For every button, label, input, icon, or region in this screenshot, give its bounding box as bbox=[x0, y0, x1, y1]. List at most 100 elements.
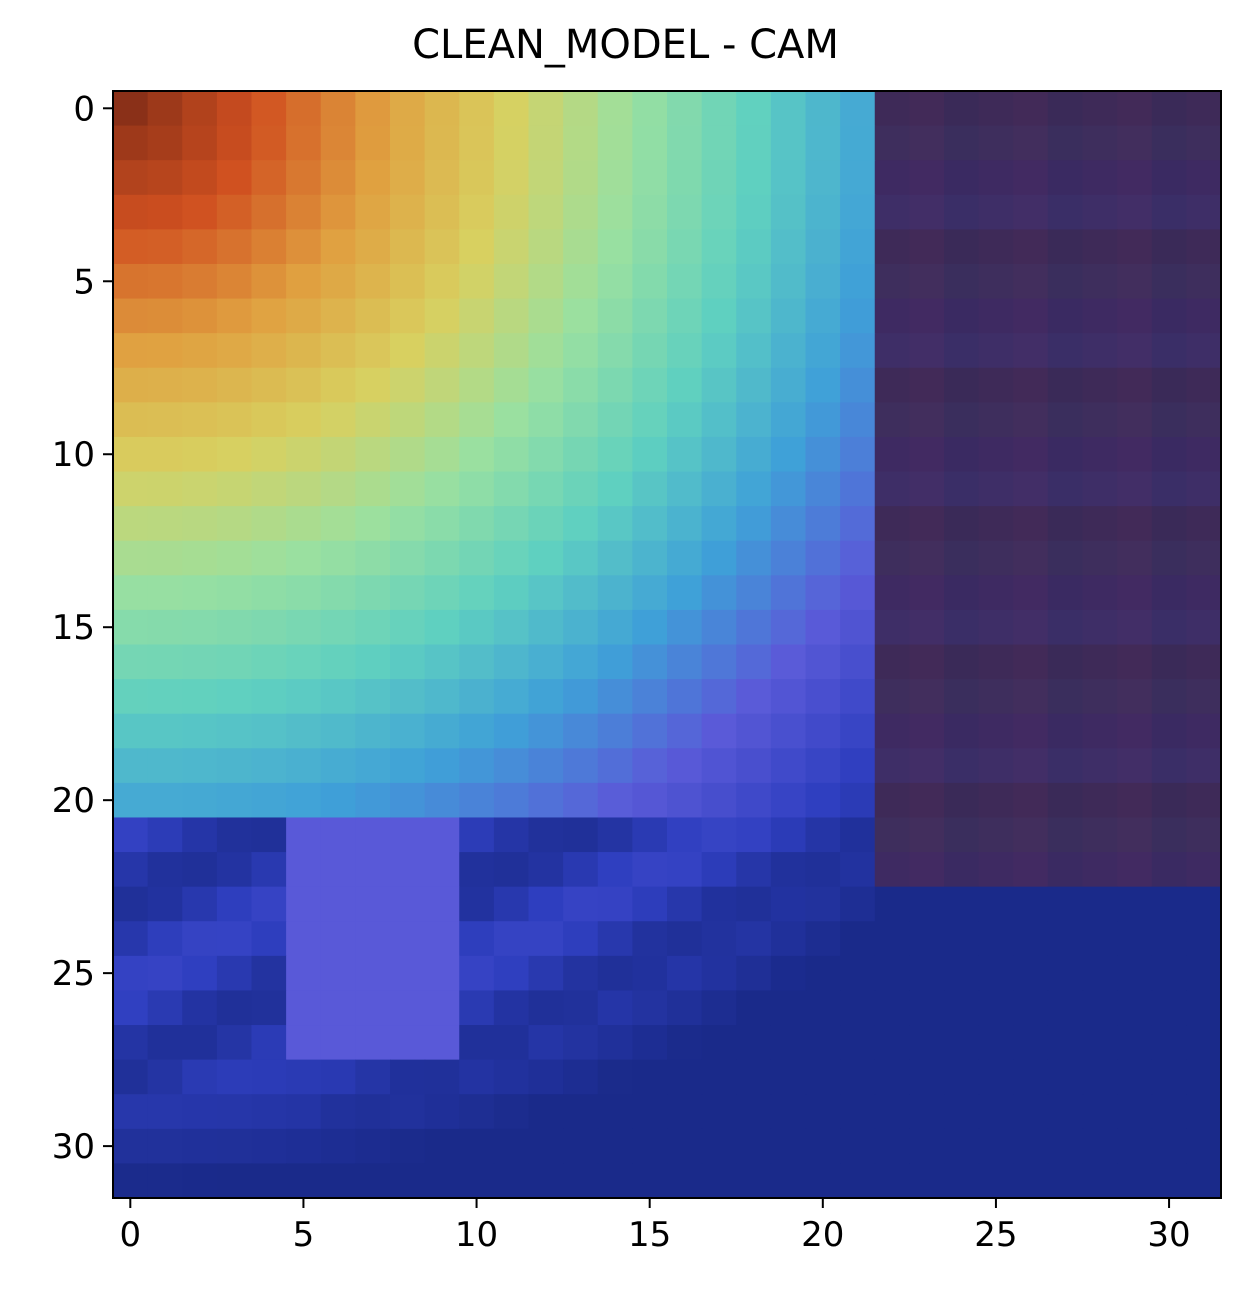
heatmap-cell bbox=[909, 160, 945, 196]
heatmap-cell bbox=[286, 402, 322, 438]
heatmap-cell bbox=[563, 955, 599, 992]
heatmap-cell bbox=[147, 575, 183, 611]
heatmap-cell bbox=[597, 471, 633, 507]
heatmap-cell bbox=[1117, 402, 1153, 438]
heatmap-cell bbox=[978, 575, 1014, 611]
heatmap-cell bbox=[805, 921, 841, 957]
heatmap-cell bbox=[667, 402, 703, 438]
heatmap-cell bbox=[563, 1163, 599, 1199]
heatmap-cell bbox=[320, 229, 356, 265]
heatmap-cell bbox=[944, 1163, 980, 1199]
heatmap-cell bbox=[909, 229, 945, 265]
heatmap-cell bbox=[286, 679, 322, 715]
heatmap-cell bbox=[909, 91, 945, 127]
heatmap-cell bbox=[632, 679, 668, 715]
heatmap-cell bbox=[424, 367, 460, 403]
heatmap-cell bbox=[216, 402, 253, 438]
heatmap-cell bbox=[632, 782, 668, 819]
heatmap-cell bbox=[667, 990, 703, 1026]
heatmap-cell bbox=[874, 1059, 910, 1095]
heatmap-cell bbox=[216, 921, 253, 957]
heatmap-cell bbox=[1117, 921, 1153, 957]
heatmap-cell bbox=[390, 852, 426, 888]
heatmap-cell bbox=[874, 1163, 910, 1199]
heatmap-cell bbox=[1047, 333, 1084, 369]
heatmap-cell bbox=[805, 748, 841, 784]
heatmap-cell bbox=[390, 125, 426, 161]
heatmap-cell bbox=[320, 575, 356, 611]
heatmap-cell bbox=[770, 713, 807, 749]
heatmap-cell bbox=[251, 91, 287, 127]
heatmap-cell bbox=[667, 263, 703, 300]
heatmap-cell bbox=[1117, 1059, 1153, 1095]
heatmap-cell bbox=[528, 886, 564, 922]
heatmap-cell bbox=[736, 1128, 772, 1165]
heatmap-cell bbox=[459, 1163, 495, 1199]
heatmap-cell bbox=[113, 229, 149, 265]
heatmap-cell bbox=[632, 1163, 668, 1199]
heatmap-cell bbox=[563, 540, 599, 576]
heatmap-cell bbox=[667, 1163, 703, 1199]
heatmap-cell bbox=[355, 1025, 391, 1061]
heatmap-cell bbox=[840, 1094, 876, 1130]
heatmap-cell bbox=[528, 194, 564, 230]
heatmap-cell bbox=[736, 263, 772, 300]
heatmap-cell bbox=[286, 160, 322, 196]
heatmap-cell bbox=[840, 782, 876, 819]
heatmap-cell bbox=[355, 990, 391, 1026]
heatmap-cell bbox=[874, 782, 910, 819]
heatmap-cell bbox=[1082, 436, 1118, 473]
heatmap-cell bbox=[493, 748, 530, 784]
heatmap-cell bbox=[286, 817, 322, 853]
heatmap-cell bbox=[944, 886, 980, 922]
heatmap-cell bbox=[390, 540, 426, 576]
heatmap-cell bbox=[390, 644, 426, 680]
heatmap-cell bbox=[1082, 679, 1118, 715]
heatmap-cell bbox=[1186, 298, 1222, 334]
heatmap-cell bbox=[1151, 125, 1187, 161]
heatmap-cell bbox=[113, 575, 149, 611]
heatmap-cell bbox=[459, 748, 495, 784]
heatmap-cell bbox=[424, 160, 460, 196]
heatmap-cell bbox=[563, 194, 599, 230]
heatmap-cell bbox=[424, 955, 460, 992]
heatmap-cell bbox=[632, 298, 668, 334]
heatmap-cell bbox=[493, 713, 530, 749]
heatmap-cell bbox=[216, 679, 253, 715]
heatmap-cell bbox=[1082, 990, 1118, 1026]
heatmap-cell bbox=[286, 644, 322, 680]
heatmap-cell bbox=[632, 229, 668, 265]
heatmap-cell bbox=[113, 194, 149, 230]
heatmap-cell bbox=[944, 852, 980, 888]
heatmap-cell bbox=[944, 1128, 980, 1165]
heatmap-cell bbox=[805, 367, 841, 403]
heatmap-cell bbox=[874, 436, 910, 473]
heatmap-cell bbox=[320, 333, 356, 369]
heatmap-cell bbox=[1151, 540, 1187, 576]
heatmap-cell bbox=[1013, 506, 1049, 542]
heatmap-cell bbox=[1151, 263, 1187, 300]
heatmap-cell bbox=[770, 1094, 807, 1130]
heatmap-cell bbox=[805, 506, 841, 542]
heatmap-cell bbox=[563, 852, 599, 888]
heatmap-cell bbox=[978, 921, 1014, 957]
heatmap-cell bbox=[1047, 194, 1084, 230]
heatmap-cell bbox=[182, 1094, 218, 1130]
heatmap-cell bbox=[1013, 575, 1049, 611]
heatmap-cell bbox=[459, 1025, 495, 1061]
heatmap-cell bbox=[770, 333, 807, 369]
heatmap-cell bbox=[563, 1059, 599, 1095]
heatmap-cell bbox=[944, 298, 980, 334]
heatmap-cell bbox=[805, 333, 841, 369]
heatmap-cell bbox=[251, 125, 287, 161]
heatmap-cell bbox=[493, 644, 530, 680]
heatmap-cell bbox=[909, 852, 945, 888]
heatmap-cell bbox=[874, 575, 910, 611]
heatmap-cell bbox=[667, 1059, 703, 1095]
heatmap-cell bbox=[355, 955, 391, 992]
heatmap-cell bbox=[390, 575, 426, 611]
heatmap-cell bbox=[632, 852, 668, 888]
heatmap-cell bbox=[251, 817, 287, 853]
heatmap-cell bbox=[182, 1059, 218, 1095]
heatmap-cell bbox=[597, 1163, 633, 1199]
